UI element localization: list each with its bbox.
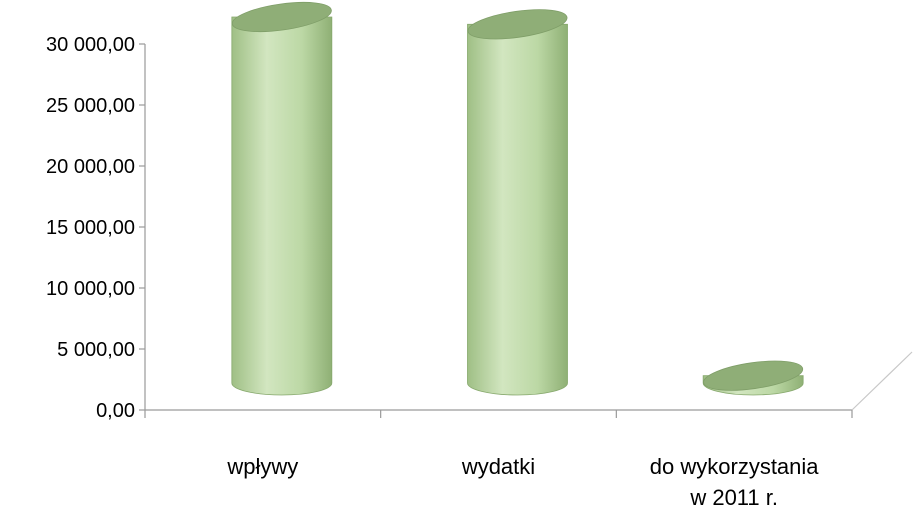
bar-top [231,1,332,33]
y-tick-label: 5 000,00 [57,339,135,361]
y-tick-label: 15 000,00 [46,217,135,239]
y-tick-label: 30 000,00 [46,34,135,56]
category-label: w 2011 r. [689,485,778,507]
bar-top [703,360,804,391]
bar-body [231,16,333,396]
bar-top [467,9,568,40]
y-tick-label: 0,00 [96,400,135,422]
bar [702,360,804,396]
category-label: wpływy [226,454,298,479]
bar [231,1,333,396]
floor-depth-line [851,351,913,411]
bars-group [231,1,804,396]
category-label: wydatki [461,454,535,479]
category-label-group: wpływy wydatki do wykorzystania w 2011 r. [226,454,819,507]
y-tick-label: 25 000,00 [46,95,135,117]
category-label: do wykorzystania [650,454,820,479]
y-tick-label: 20 000,00 [46,156,135,178]
y-tick-group: 0,00 5 000,00 10 000,00 15 000,00 20 000,00 2… [46,34,145,422]
y-tick-label: 10 000,00 [46,278,135,300]
bar-body [467,23,568,396]
bar [467,9,568,396]
